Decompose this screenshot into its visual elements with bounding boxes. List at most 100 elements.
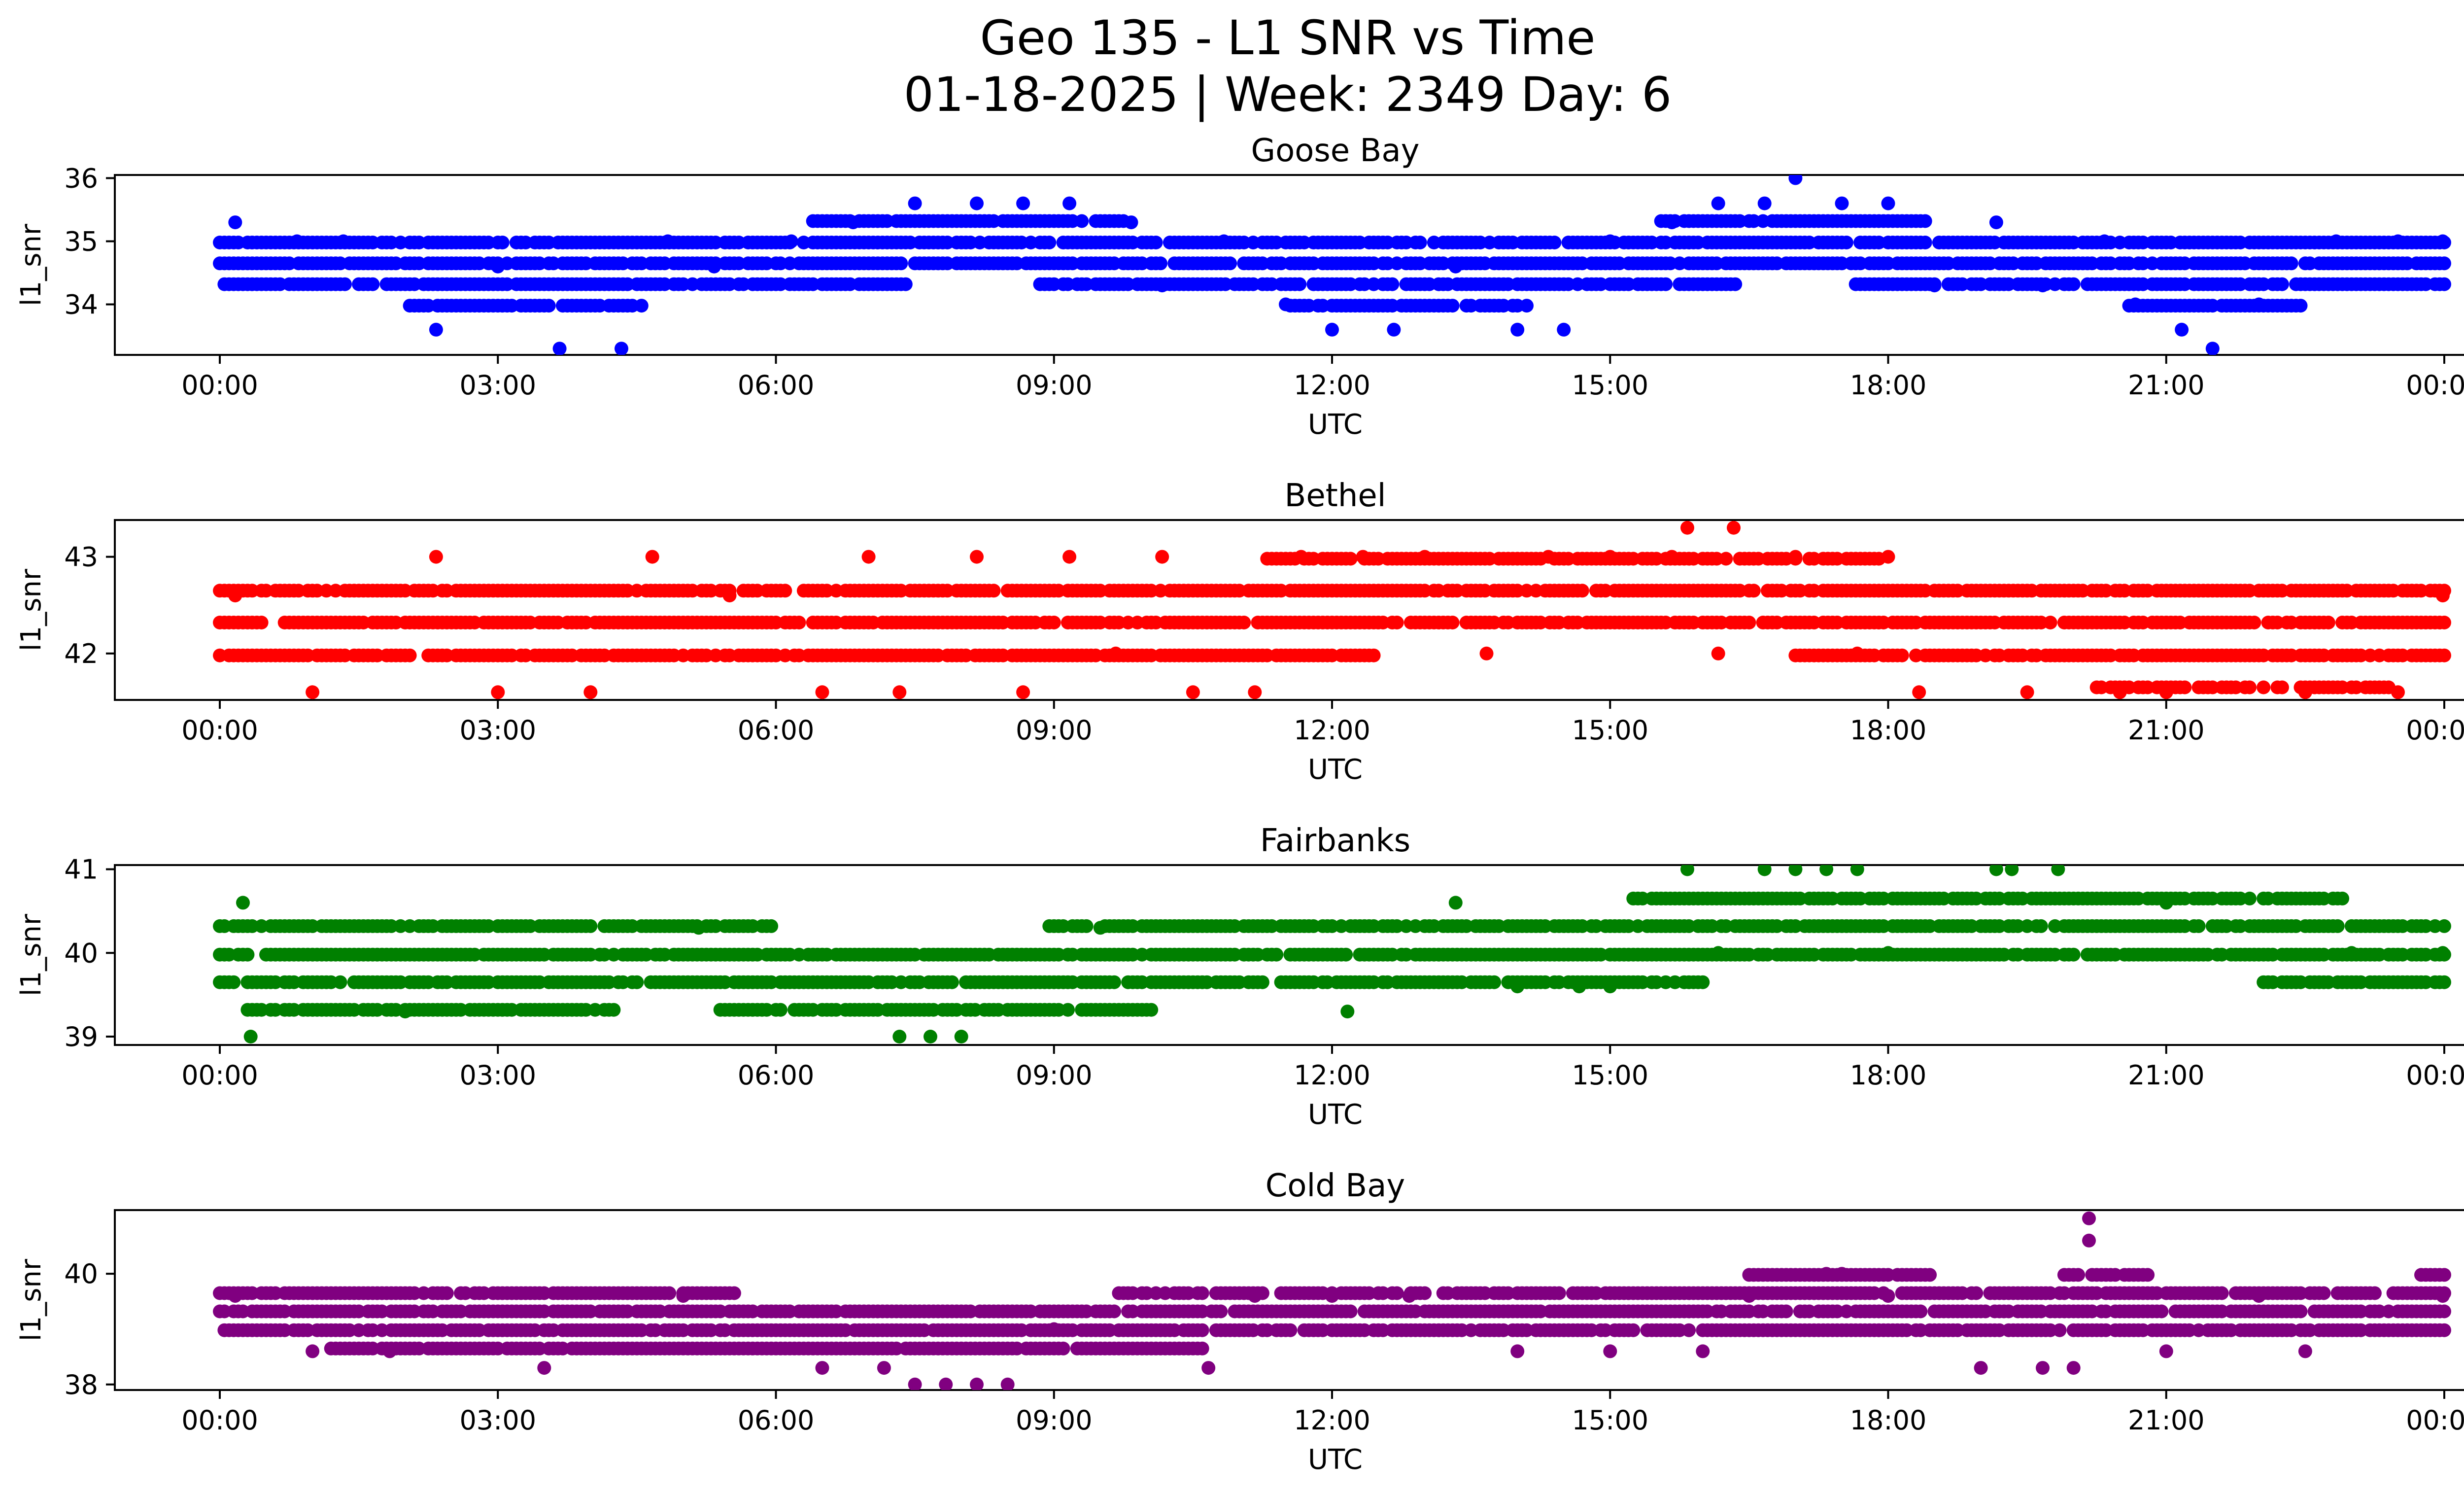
x-tick-label: 00:00: [181, 370, 258, 401]
data-point: [2036, 278, 2050, 293]
data-point: [2321, 616, 2335, 629]
data-point: [2159, 896, 2173, 910]
data-point: [1711, 646, 1725, 661]
data-point: [764, 919, 779, 933]
data-point: [1385, 277, 1400, 291]
data-point: [1418, 550, 1432, 564]
data-point: [2435, 946, 2450, 960]
data-point: [1062, 196, 1077, 210]
data-point: [1541, 550, 1555, 564]
data-point: [228, 215, 242, 230]
data-point: [398, 1005, 412, 1019]
x-axis-label: UTC: [1308, 409, 1363, 441]
data-point: [2066, 277, 2081, 291]
data-point: [254, 616, 269, 629]
data-point: [1387, 322, 1401, 337]
data-point: [1047, 616, 1061, 629]
data-point: [1918, 236, 1932, 249]
data-point: [1927, 278, 1942, 293]
data-point: [1093, 921, 1107, 935]
data-point: [2437, 277, 2451, 291]
data-point: [338, 277, 352, 291]
x-tick-label: 18:00: [1850, 370, 1927, 401]
data-point: [1109, 646, 1123, 661]
data-point: [2178, 680, 2192, 695]
data-point: [1079, 919, 1094, 933]
data-point: [583, 685, 598, 699]
data-point: [2437, 256, 2451, 271]
x-tick-label: 06:00: [738, 1060, 815, 1091]
data-point: [2066, 947, 2081, 962]
data-point: [1788, 175, 1803, 185]
data-point: [2437, 919, 2451, 933]
x-tick-label: 12:00: [1294, 1060, 1370, 1091]
data-point: [1665, 215, 1679, 230]
data-point: [2275, 277, 2289, 291]
data-point: [792, 616, 806, 629]
data-point: [987, 584, 1001, 598]
y-tick-label: 34: [64, 289, 98, 320]
data-point: [970, 550, 984, 564]
data-point: [1711, 946, 1725, 960]
y-tick-label: 36: [64, 163, 98, 194]
data-point: [2191, 919, 2206, 933]
data-point: [1293, 277, 1307, 291]
data-point: [1711, 196, 1725, 210]
data-point: [1575, 584, 1589, 598]
data-point: [1124, 215, 1138, 230]
data-point: [846, 215, 860, 230]
data-point: [1223, 256, 1237, 271]
y-tick-label: 42: [64, 638, 98, 669]
data-point: [2252, 297, 2266, 312]
data-point: [2205, 342, 2220, 355]
data-point: [691, 921, 706, 935]
data-point: [2391, 234, 2405, 248]
x-axis-label: UTC: [1308, 1099, 1363, 1131]
data-point: [1757, 196, 1772, 210]
data-point: [1042, 236, 1057, 249]
x-tick-label: 21:00: [2128, 1060, 2205, 1091]
y-tick-label: 39: [64, 1021, 98, 1052]
data-point: [1154, 256, 1167, 271]
x-tick-label: 09:00: [1016, 370, 1093, 401]
data-point: [2159, 685, 2173, 699]
data-point: [1603, 979, 1617, 994]
data-point: [2247, 616, 2261, 629]
data-point: [1680, 865, 1694, 876]
data-point: [1881, 946, 1895, 960]
x-tick-label: 03:00: [459, 1060, 536, 1091]
data-point: [1788, 865, 1803, 876]
x-tick-label: 15:00: [1572, 1060, 1648, 1091]
data-point: [1390, 616, 1404, 629]
data-point: [2437, 648, 2451, 662]
data-point: [1061, 1003, 1075, 1017]
data-point: [1557, 322, 1571, 337]
data-point: [924, 1030, 937, 1043]
data-point: [1255, 975, 1269, 989]
data-point: [1445, 616, 1460, 629]
data-point: [1603, 234, 1617, 248]
data-point: [2097, 234, 2112, 248]
data-point: [1881, 196, 1895, 210]
data-point: [336, 234, 350, 248]
data-point: [1835, 196, 1849, 210]
data-point: [2034, 919, 2048, 933]
data-point: [634, 299, 649, 313]
data-point: [583, 919, 598, 933]
data-point: [1510, 322, 1525, 337]
data-point: [1339, 947, 1353, 962]
data-point: [429, 322, 443, 337]
data-point: [2435, 589, 2450, 603]
data-point: [2298, 685, 2312, 699]
data-point: [1520, 299, 1534, 313]
x-tick-label: 09:00: [1016, 715, 1093, 746]
data-point: [1237, 616, 1251, 629]
data-point: [1294, 550, 1308, 564]
data-point: [1746, 584, 1761, 598]
data-point: [227, 975, 241, 989]
x-tick-label: 18:00: [1850, 715, 1927, 746]
x-tick-label: 15:00: [1572, 370, 1648, 401]
data-point: [491, 259, 505, 274]
